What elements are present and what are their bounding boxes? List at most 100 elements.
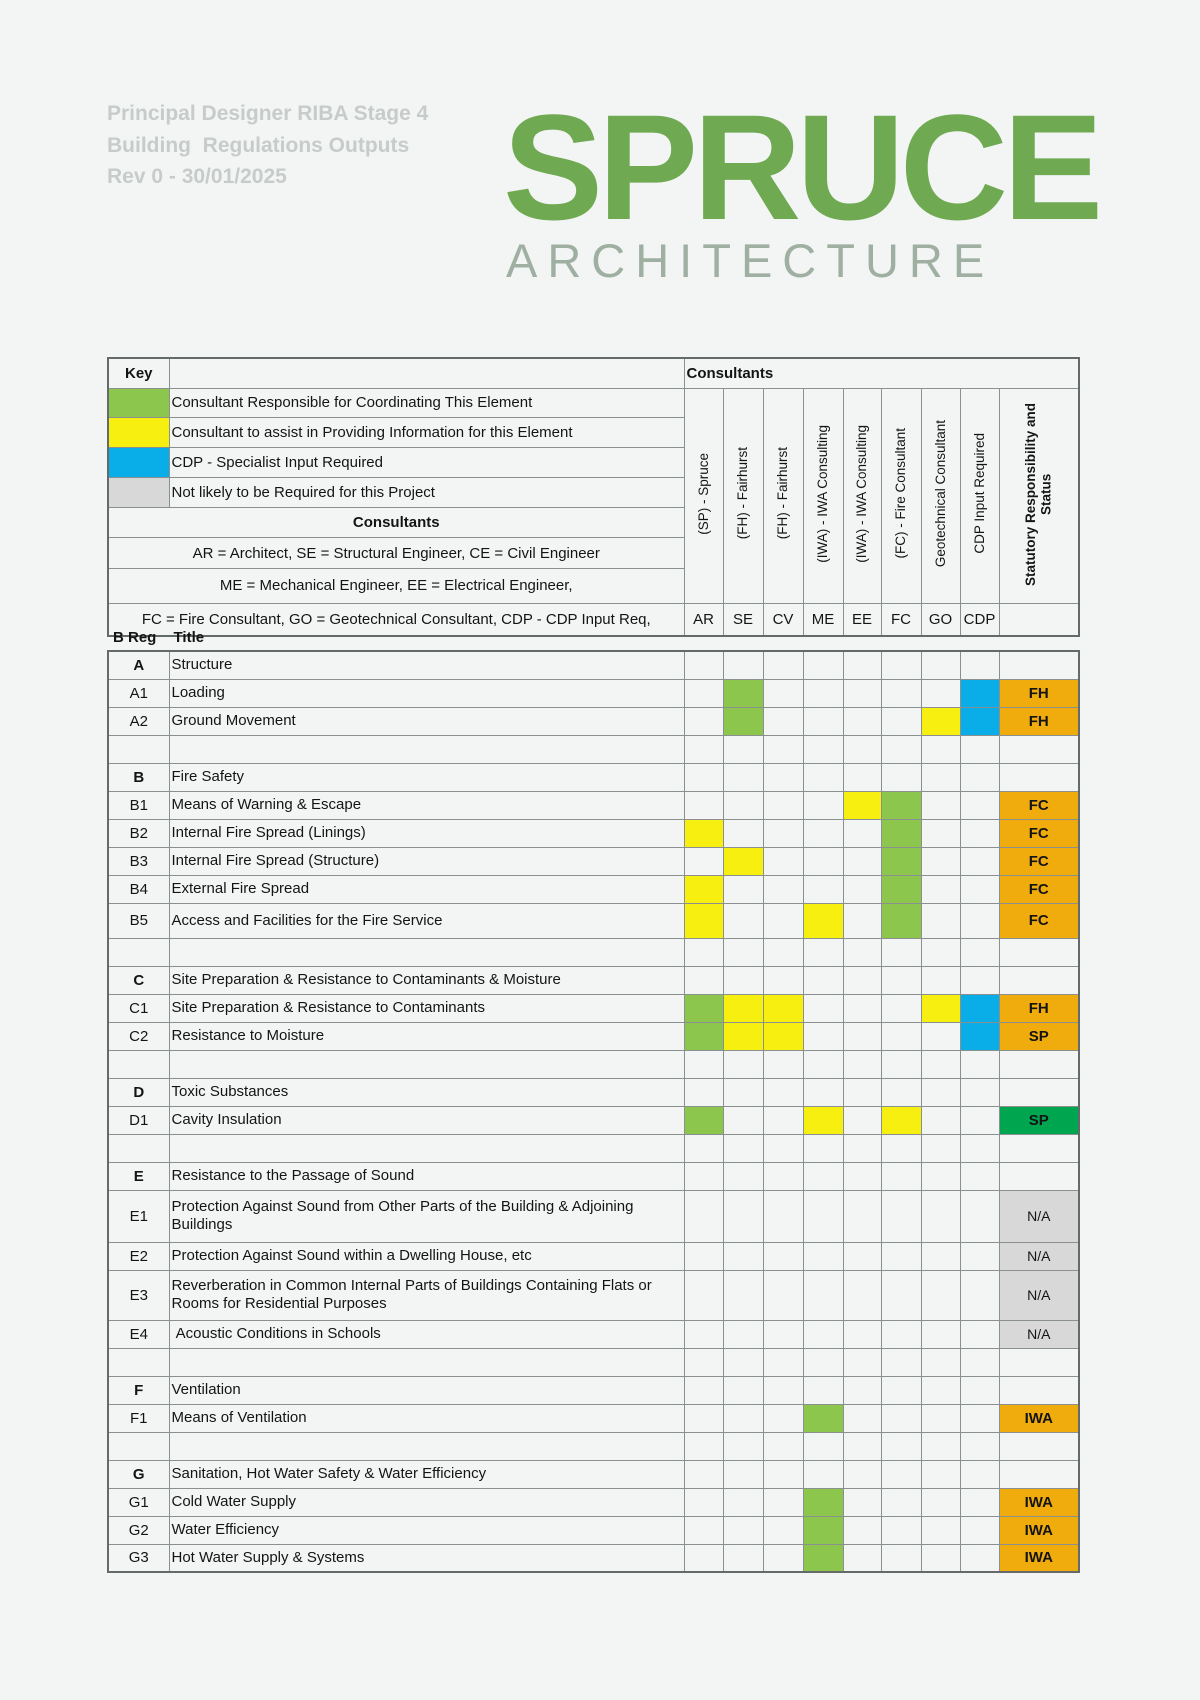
cell-C2-GO <box>920 1021 961 1051</box>
cell-F-CDP <box>959 1375 1000 1405</box>
cell-E-CV <box>762 1161 804 1191</box>
cell-blank-CV <box>762 1049 804 1079</box>
status-cell-A2: FH <box>998 706 1080 736</box>
abbreviation-note: FC = Fire Consultant, GO = Geotechnical … <box>107 602 685 637</box>
cell-blank-FC <box>880 1347 922 1377</box>
matrix-row-blank <box>107 1431 1080 1461</box>
logo-subtitle: ARCHITECTURE <box>506 233 995 287</box>
cell-A-SE <box>722 650 764 680</box>
legend-label: Consultant to assist in Providing Inform… <box>168 417 685 449</box>
cell-E4-CV <box>762 1319 804 1349</box>
cell-B5-EE <box>842 902 882 939</box>
title-cell: Resistance to the Passage of Sound <box>168 1161 685 1191</box>
cell-G2-CDP <box>959 1515 1000 1545</box>
cell-E-AR <box>683 1161 724 1191</box>
cell-B2-CDP <box>959 818 1000 848</box>
breg-cell: E <box>107 1161 170 1191</box>
status-cell-empty <box>998 650 1080 680</box>
breg-cell <box>107 1431 170 1461</box>
cell-blank-CDP <box>959 1049 1000 1079</box>
cell-B4-EE <box>842 874 882 904</box>
cell-E3-CDP <box>959 1269 1000 1321</box>
cell-B-FC <box>880 762 922 792</box>
cell-E4-EE <box>842 1319 882 1349</box>
logo-wordmark: SPRUCE <box>503 83 1103 251</box>
cell-B3-EE <box>842 846 882 876</box>
cell-G1-CV <box>762 1487 804 1517</box>
cell-E2-EE <box>842 1241 882 1271</box>
key-header-row: Key Consultants <box>107 357 1080 389</box>
column-abbr-CV: CV <box>762 602 804 637</box>
breg-cell: B5 <box>107 902 170 939</box>
cell-blank-AR <box>683 1431 724 1461</box>
cell-blank-AR <box>683 1347 724 1377</box>
cell-E3-FC <box>880 1269 922 1321</box>
cell-B1-ME <box>802 790 844 820</box>
key-legend-row: Consultant Responsible for Coordinating … <box>107 387 1080 604</box>
column-abbr-ME: ME <box>802 602 844 637</box>
breg-cell: E1 <box>107 1189 170 1243</box>
cell-C1-SE <box>722 993 764 1023</box>
cell-E-ME <box>802 1161 844 1191</box>
cell-G-FC <box>880 1459 922 1489</box>
cell-B2-ME <box>802 818 844 848</box>
cell-G2-SE <box>722 1515 764 1545</box>
rotated-column-label: Geotechnical Consultant <box>932 419 948 568</box>
cell-B3-SE <box>722 846 764 876</box>
status-cell-empty <box>998 937 1080 967</box>
cell-E1-ME <box>802 1189 844 1243</box>
status-cell-D1: SP <box>998 1105 1080 1135</box>
cell-B1-CDP <box>959 790 1000 820</box>
status-cell-E1: N/A <box>998 1189 1080 1243</box>
cell-blank-SE <box>722 734 764 764</box>
cell-blank-CV <box>762 1431 804 1461</box>
cell-blank-EE <box>842 1133 882 1163</box>
matrix-row-B1: B1 Means of Warning & Escape FC <box>107 790 1080 820</box>
cell-G-CV <box>762 1459 804 1489</box>
cell-G1-CDP <box>959 1487 1000 1517</box>
cell-D-EE <box>842 1077 882 1107</box>
cell-blank-GO <box>920 937 961 967</box>
column-header-FC: (FC) - Fire Consultant <box>880 387 922 604</box>
cell-E4-CDP <box>959 1319 1000 1349</box>
document-title-line: Principal Designer RIBA Stage 4 <box>107 102 429 125</box>
cell-D-SE <box>722 1077 764 1107</box>
status-cell-G2: IWA <box>998 1515 1080 1545</box>
cell-E-GO <box>920 1161 961 1191</box>
status-cell-B3: FC <box>998 846 1080 876</box>
status-cell-E3: N/A <box>998 1269 1080 1321</box>
title-cell: Means of Warning & Escape <box>168 790 685 820</box>
cell-A2-FC <box>880 706 922 736</box>
title-cell: Acoustic Conditions in Schools <box>168 1319 685 1349</box>
column-header-GO: Geotechnical Consultant <box>920 387 961 604</box>
legend-label: CDP - Specialist Input Required <box>168 447 685 479</box>
cell-blank-CDP <box>959 937 1000 967</box>
title-cell: Reverberation in Common Internal Parts o… <box>168 1269 685 1321</box>
cell-C-SE <box>722 965 764 995</box>
cell-C1-CV <box>762 993 804 1023</box>
cell-A2-GO <box>920 706 961 736</box>
cell-E-FC <box>880 1161 922 1191</box>
matrix-row-blank <box>107 1133 1080 1163</box>
column-abbr-FC: FC <box>880 602 922 637</box>
title-cell <box>168 1049 685 1079</box>
matrix-table: A Structure A1 Loading FH A2 Ground Movement FH… <box>107 650 1080 1573</box>
cell-B1-FC <box>880 790 922 820</box>
cell-E4-AR <box>683 1319 724 1349</box>
cell-B5-GO <box>920 902 961 939</box>
matrix-row-G2: G2 Water Efficiency IWA <box>107 1515 1080 1545</box>
column-header-status: Statutory Responsibility and Status <box>998 387 1080 604</box>
cell-B4-SE <box>722 874 764 904</box>
cell-G1-AR <box>683 1487 724 1517</box>
cell-C-GO <box>920 965 961 995</box>
cell-E1-CV <box>762 1189 804 1243</box>
cell-G-ME <box>802 1459 844 1489</box>
cell-G2-AR <box>683 1515 724 1545</box>
cell-blank-SE <box>722 1049 764 1079</box>
title-cell <box>168 1431 685 1461</box>
matrix-row-blank <box>107 734 1080 764</box>
cell-G1-FC <box>880 1487 922 1517</box>
status-cell-B5: FC <box>998 902 1080 939</box>
title-cell: Water Efficiency <box>168 1515 685 1545</box>
cell-C-AR <box>683 965 724 995</box>
